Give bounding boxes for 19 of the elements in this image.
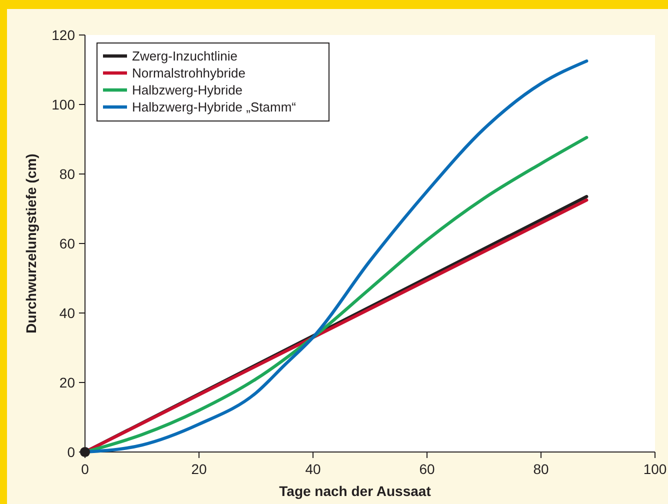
legend-label: Halbzwerg-Hybride „Stamm“ (132, 100, 296, 115)
legend-label: Zwerg-Inzuchtlinie (132, 48, 238, 64)
legend-label: Halbzwerg-Hybride (132, 82, 243, 98)
x-tick-label: 40 (305, 461, 321, 477)
x-tick-label: 100 (643, 461, 667, 477)
y-tick-label: 60 (59, 235, 76, 252)
x-tick-label: 0 (81, 461, 90, 477)
legend-label: Normalstrohhybride (132, 66, 246, 81)
x-tick-label: 60 (419, 461, 435, 477)
x-tick-label: 20 (191, 461, 207, 477)
x-axis-title: Tage nach der Aussaat (279, 483, 432, 499)
y-tick-label: 120 (52, 26, 76, 43)
y-axis-title: Durchwurzelungstiefe (cm) (23, 154, 39, 334)
y-tick-label: 0 (67, 444, 76, 460)
x-tick-label: 80 (533, 461, 549, 477)
y-tick-label: 80 (59, 166, 76, 182)
y-tick-label: 40 (59, 304, 76, 321)
y-tick-label: 20 (59, 374, 76, 390)
y-tick-label: 100 (52, 96, 76, 112)
